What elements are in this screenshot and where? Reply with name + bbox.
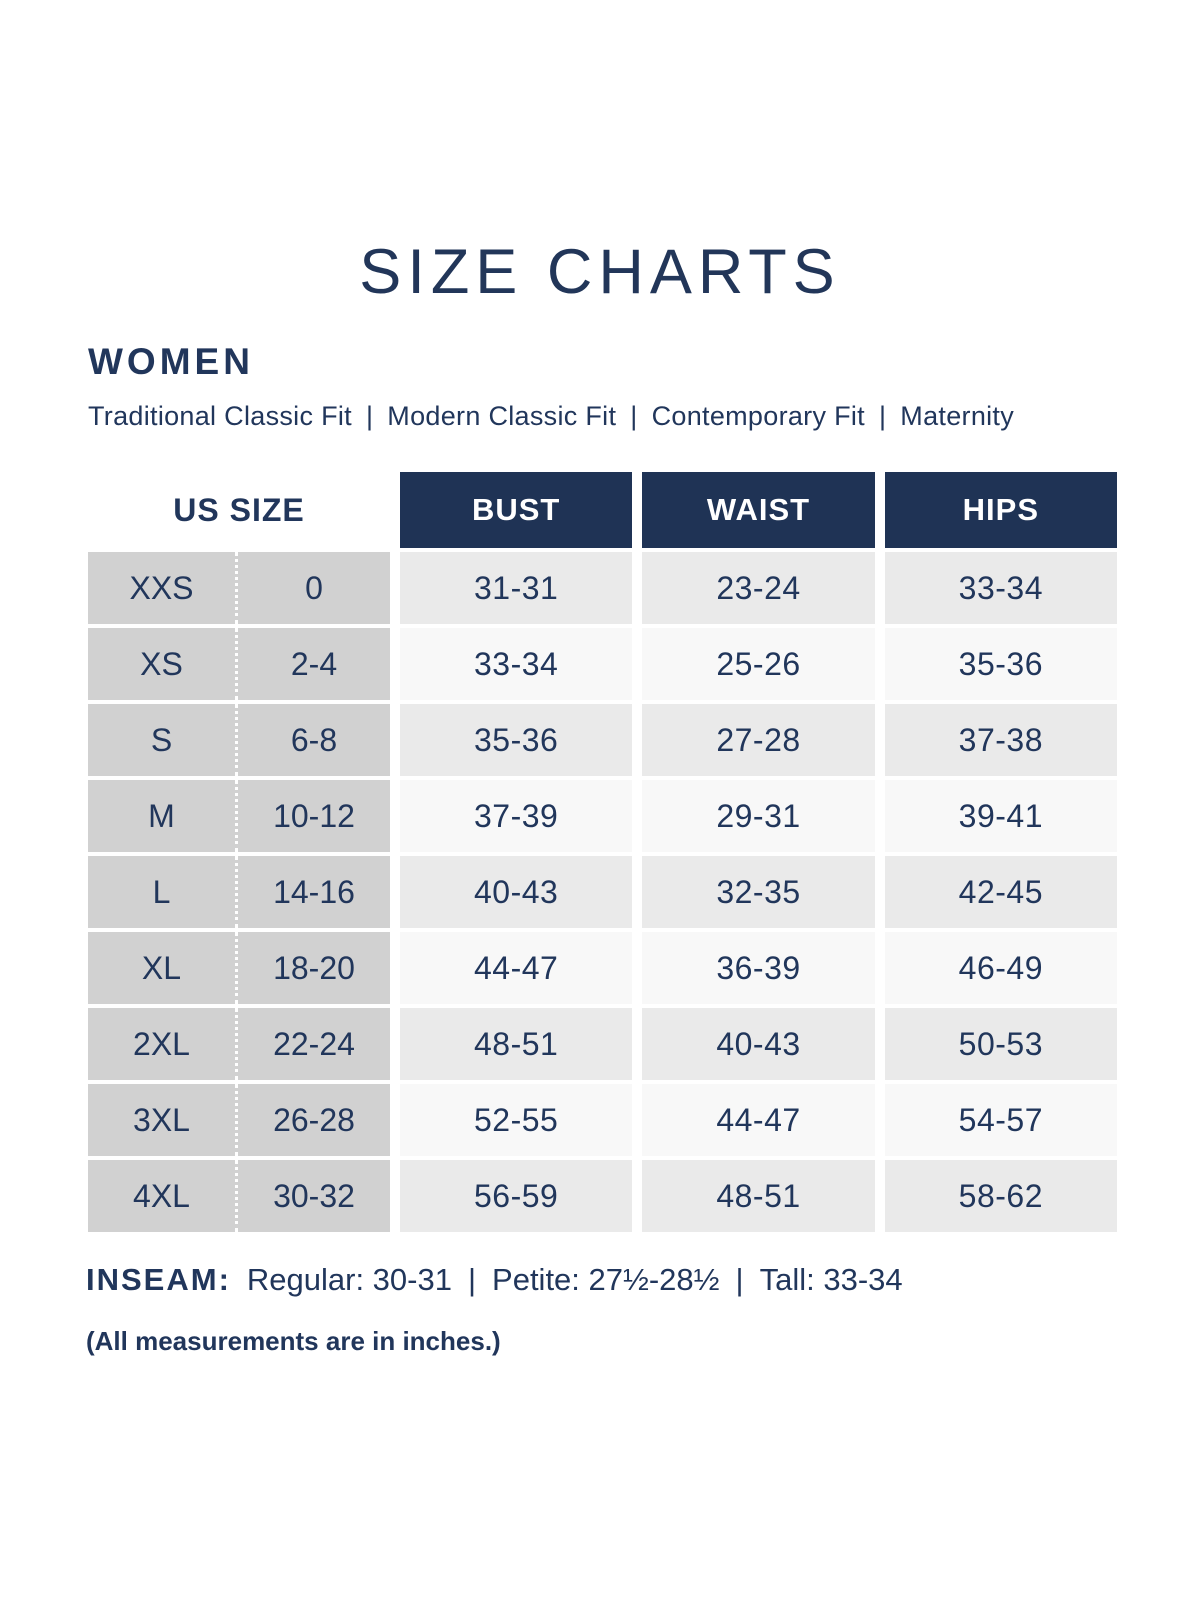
size-label: M	[88, 780, 238, 852]
inseam-petite: Petite: 27½-28½	[492, 1262, 720, 1297]
bust-value: 37-39	[400, 780, 633, 852]
us-number: 30-32	[273, 1177, 355, 1214]
inseam-regular: Regular: 30-31	[246, 1262, 452, 1297]
us-size-group: XL 18-20	[88, 932, 390, 1004]
us-size-group: 3XL 26-28	[88, 1084, 390, 1156]
hips-value: 50-53	[884, 1008, 1117, 1080]
us-number: 18-20	[273, 949, 355, 986]
table-row: XL 18-20 44-47 36-39 46-49	[88, 932, 1117, 1004]
measurements-note: (All measurements are in inches.)	[86, 1326, 501, 1356]
fit-separator: |	[878, 401, 887, 431]
size-label: 2XL	[88, 1008, 238, 1080]
fit-category: Traditional Classic Fit	[88, 401, 352, 431]
table-row: XS 2-4 33-34 25-26 35-36	[88, 628, 1117, 700]
inseam-separator: |	[735, 1262, 744, 1297]
bust-value: 40-43	[400, 856, 633, 928]
size-label: XL	[88, 932, 238, 1004]
us-size-group: 4XL 30-32	[88, 1160, 390, 1232]
bust-value: 48-51	[400, 1008, 633, 1080]
waist-value: 48-51	[642, 1160, 875, 1232]
bust-value: 31-31	[400, 552, 633, 624]
section-title-women: WOMEN	[88, 341, 254, 382]
hips-value: 46-49	[884, 932, 1117, 1004]
bust-value: 35-36	[400, 704, 633, 776]
size-label: S	[88, 704, 238, 776]
fit-category: Modern Classic Fit	[387, 401, 617, 431]
table-header-row: US SIZE BUST WAIST HIPS	[88, 472, 1117, 548]
us-number: 6-8	[290, 721, 338, 758]
size-label: 4XL	[88, 1160, 238, 1232]
header-hips: HIPS	[884, 472, 1117, 548]
inseam-tall: Tall: 33-34	[759, 1262, 903, 1297]
us-number: 14-16	[273, 873, 355, 910]
table-row: M 10-12 37-39 29-31 39-41	[88, 780, 1117, 852]
table-row: 4XL 30-32 56-59 48-51 58-62	[88, 1160, 1117, 1232]
us-size-group: L 14-16	[88, 856, 390, 928]
hips-value: 33-34	[884, 552, 1117, 624]
size-label: L	[88, 856, 238, 928]
waist-value: 44-47	[642, 1084, 875, 1156]
us-size-group: XS 2-4	[88, 628, 390, 700]
page-title: SIZE CHARTS	[359, 237, 841, 307]
fit-categories-line: Traditional Classic Fit | Modern Classic F…	[88, 401, 1014, 432]
us-size-group: M 10-12	[88, 780, 390, 852]
waist-value: 23-24	[642, 552, 875, 624]
us-number: 22-24	[273, 1025, 355, 1062]
table-row: 3XL 26-28 52-55 44-47 54-57	[88, 1084, 1117, 1156]
header-waist: WAIST	[642, 472, 875, 548]
table-row: 2XL 22-24 48-51 40-43 50-53	[88, 1008, 1117, 1080]
bust-value: 52-55	[400, 1084, 633, 1156]
waist-value: 27-28	[642, 704, 875, 776]
waist-value: 25-26	[642, 628, 875, 700]
header-bust: BUST	[400, 472, 633, 548]
hips-value: 35-36	[884, 628, 1117, 700]
fit-category: Contemporary Fit	[651, 401, 865, 431]
us-number: 10-12	[273, 797, 355, 834]
us-number: 0	[305, 569, 323, 606]
size-label: XS	[88, 628, 238, 700]
us-number: 2-4	[290, 645, 338, 682]
inseam-separator: |	[467, 1262, 477, 1297]
bust-value: 56-59	[400, 1160, 633, 1232]
table-row: S 6-8 35-36 27-28 37-38	[88, 704, 1117, 776]
us-size-group: XXS 0	[88, 552, 390, 624]
fit-category: Maternity	[900, 401, 1015, 431]
inseam-label: INSEAM:	[86, 1262, 231, 1297]
size-table: US SIZE BUST WAIST HIPS XXS 0 31-31 23-2…	[88, 472, 1117, 1232]
us-size-group: S 6-8	[88, 704, 390, 776]
header-us-size: US SIZE	[88, 472, 390, 548]
waist-value: 29-31	[642, 780, 875, 852]
size-label: XXS	[88, 552, 238, 624]
table-row: L 14-16 40-43 32-35 42-45	[88, 856, 1117, 928]
hips-value: 42-45	[884, 856, 1117, 928]
hips-value: 54-57	[884, 1084, 1117, 1156]
bust-value: 33-34	[400, 628, 633, 700]
inseam-line: INSEAM: Regular: 30-31 | Petite: 27½-28½ | Ta…	[86, 1262, 903, 1298]
waist-value: 32-35	[642, 856, 875, 928]
fit-separator: |	[630, 401, 638, 431]
hips-value: 58-62	[884, 1160, 1117, 1232]
table-row: XXS 0 31-31 23-24 33-34	[88, 552, 1117, 624]
hips-value: 39-41	[884, 780, 1117, 852]
fit-separator: |	[365, 401, 374, 431]
us-size-group: 2XL 22-24	[88, 1008, 390, 1080]
size-label: 3XL	[88, 1084, 238, 1156]
hips-value: 37-38	[884, 704, 1117, 776]
waist-value: 36-39	[642, 932, 875, 1004]
waist-value: 40-43	[642, 1008, 875, 1080]
bust-value: 44-47	[400, 932, 633, 1004]
us-number: 26-28	[273, 1101, 355, 1138]
